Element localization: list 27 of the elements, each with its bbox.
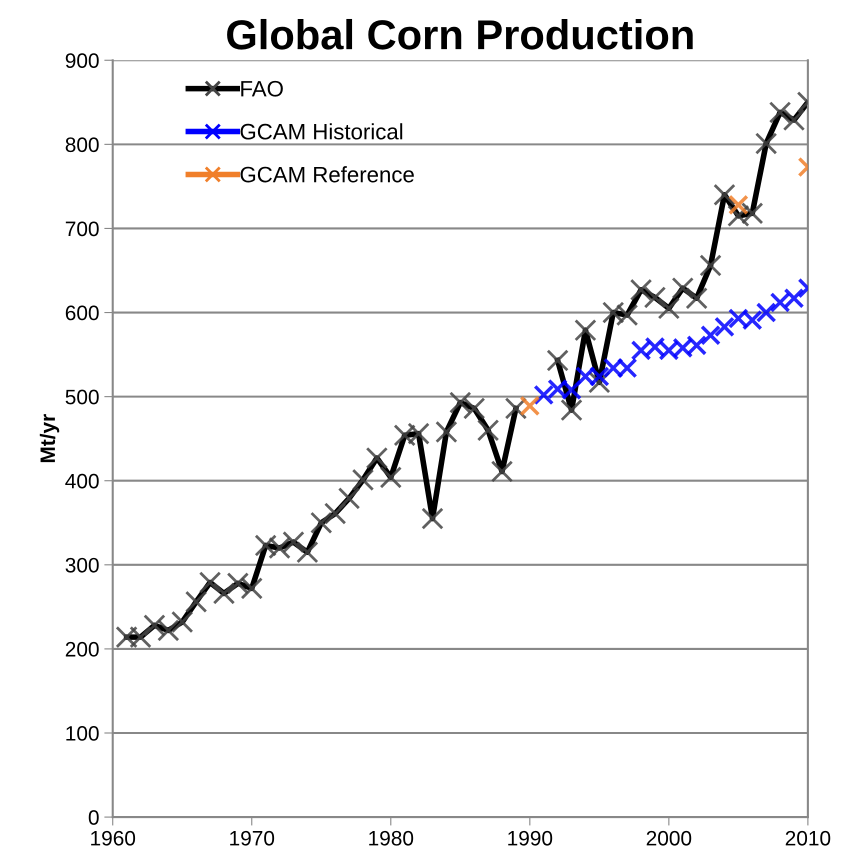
chart-title: Global Corn Production — [227, 18, 693, 50]
x-tick-label: 2010 — [786, 830, 830, 846]
y-tick-label: 700 — [66, 221, 99, 236]
point — [533, 384, 554, 406]
y-tick-label: 0 — [88, 810, 99, 825]
point — [520, 396, 540, 416]
x-tick-label: 1980 — [369, 830, 414, 846]
x-tick-label: 1970 — [230, 830, 274, 846]
y-tick-label: 900 — [66, 53, 99, 68]
x-tick-label: 1990 — [508, 830, 552, 846]
y-tick-label: 100 — [66, 726, 99, 741]
legend-label: GCAM Reference — [240, 166, 414, 182]
y-tick-label: 500 — [66, 390, 99, 404]
legend-label: GCAM Historical — [240, 123, 402, 140]
y-tick-label: 400 — [65, 474, 99, 488]
y-tick-label: 300 — [66, 558, 99, 573]
point — [714, 316, 735, 338]
point — [728, 194, 749, 216]
legend-label: FAO — [241, 80, 283, 97]
y-tick-label: 800 — [66, 137, 99, 152]
y-tick-label: 200 — [66, 642, 99, 657]
y-axis-title: Mt/yr — [40, 414, 60, 462]
y-tick-label: 600 — [66, 306, 99, 320]
x-tick-label: 2000 — [646, 830, 692, 846]
point — [700, 325, 721, 346]
point — [756, 302, 776, 323]
x-tick-label: 1960 — [91, 830, 136, 846]
